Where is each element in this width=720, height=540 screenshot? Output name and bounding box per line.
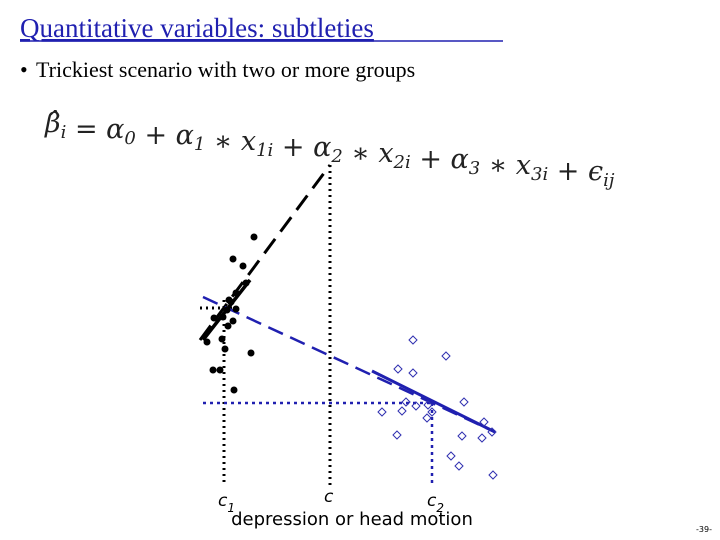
point-black <box>219 313 227 321</box>
base: + α <box>136 120 194 151</box>
page-number: -39- <box>696 525 712 534</box>
point-black <box>216 366 224 374</box>
point-blue <box>488 470 498 480</box>
equation: β̂i = α0 + α1 ∗ x1i + α2 ∗ x2i + α3 ∗ x3… <box>44 108 615 191</box>
point-black <box>230 386 238 394</box>
points <box>203 233 498 480</box>
base: c <box>324 487 334 507</box>
fit-blue <box>371 369 496 434</box>
base: + α <box>273 132 331 163</box>
guides <box>198 164 496 485</box>
point-blue <box>397 406 407 416</box>
subscript: ij <box>603 170 615 191</box>
point-blue <box>422 413 432 423</box>
base: c <box>427 491 437 511</box>
base: ∗ x <box>205 126 256 157</box>
point-black <box>229 255 237 263</box>
x-label: depression or head motion <box>231 509 473 530</box>
subscript: 3i <box>531 164 548 185</box>
base: = α <box>66 114 124 145</box>
point-blue <box>487 427 497 437</box>
base: + α <box>411 144 469 175</box>
bullet-dot: • <box>20 57 28 82</box>
base: ∗ x <box>343 138 394 169</box>
point-blue <box>408 335 418 345</box>
subscript: 0 <box>124 128 135 149</box>
point-blue <box>454 461 464 471</box>
point-blue <box>408 368 418 378</box>
subscript: 2i <box>393 152 411 173</box>
point-blue <box>401 397 411 407</box>
subscript: 2 <box>330 146 342 167</box>
point-black <box>239 262 247 270</box>
fit-dashed-black <box>198 164 332 341</box>
point-black <box>210 314 218 322</box>
marker-c2: c2 <box>427 491 444 515</box>
point-blue <box>446 451 456 461</box>
base: + ϵ <box>548 156 603 187</box>
point-blue <box>392 430 402 440</box>
point-blue <box>459 397 469 407</box>
point-blue <box>441 351 451 361</box>
title: Quantitative variables: subtleties <box>20 13 374 43</box>
point-black <box>203 338 211 346</box>
subscript: 2 <box>436 501 444 515</box>
point-black <box>224 322 232 330</box>
point-black <box>223 306 231 314</box>
point-blue <box>393 364 403 374</box>
point-blue <box>479 417 489 427</box>
point-blue <box>411 401 421 411</box>
point-black <box>218 335 226 343</box>
subscript: 1 <box>227 501 235 515</box>
point-black <box>221 345 229 353</box>
marker-c: c <box>324 487 334 507</box>
base: c <box>218 491 228 511</box>
base: ∗ x <box>480 150 531 181</box>
point-blue <box>457 431 467 441</box>
bullet-text: Trickiest scenario with two or more grou… <box>36 57 415 82</box>
point-blue <box>377 407 387 417</box>
point-black <box>247 349 255 357</box>
point-black <box>229 317 237 325</box>
point-black <box>232 305 240 313</box>
subscript: 1 <box>194 134 205 155</box>
point-blue <box>427 407 437 417</box>
point-black <box>209 366 217 374</box>
point-black <box>225 296 233 304</box>
subscript: 1i <box>256 140 273 161</box>
subscript: 3 <box>469 158 480 179</box>
base: β̂ <box>44 108 61 139</box>
point-black <box>232 289 240 297</box>
marker-c1: c1 <box>218 491 235 515</box>
point-black <box>242 279 250 287</box>
point-blue <box>423 400 433 410</box>
point-blue <box>477 433 487 443</box>
subscript: i <box>61 122 67 143</box>
point-black <box>250 233 258 241</box>
